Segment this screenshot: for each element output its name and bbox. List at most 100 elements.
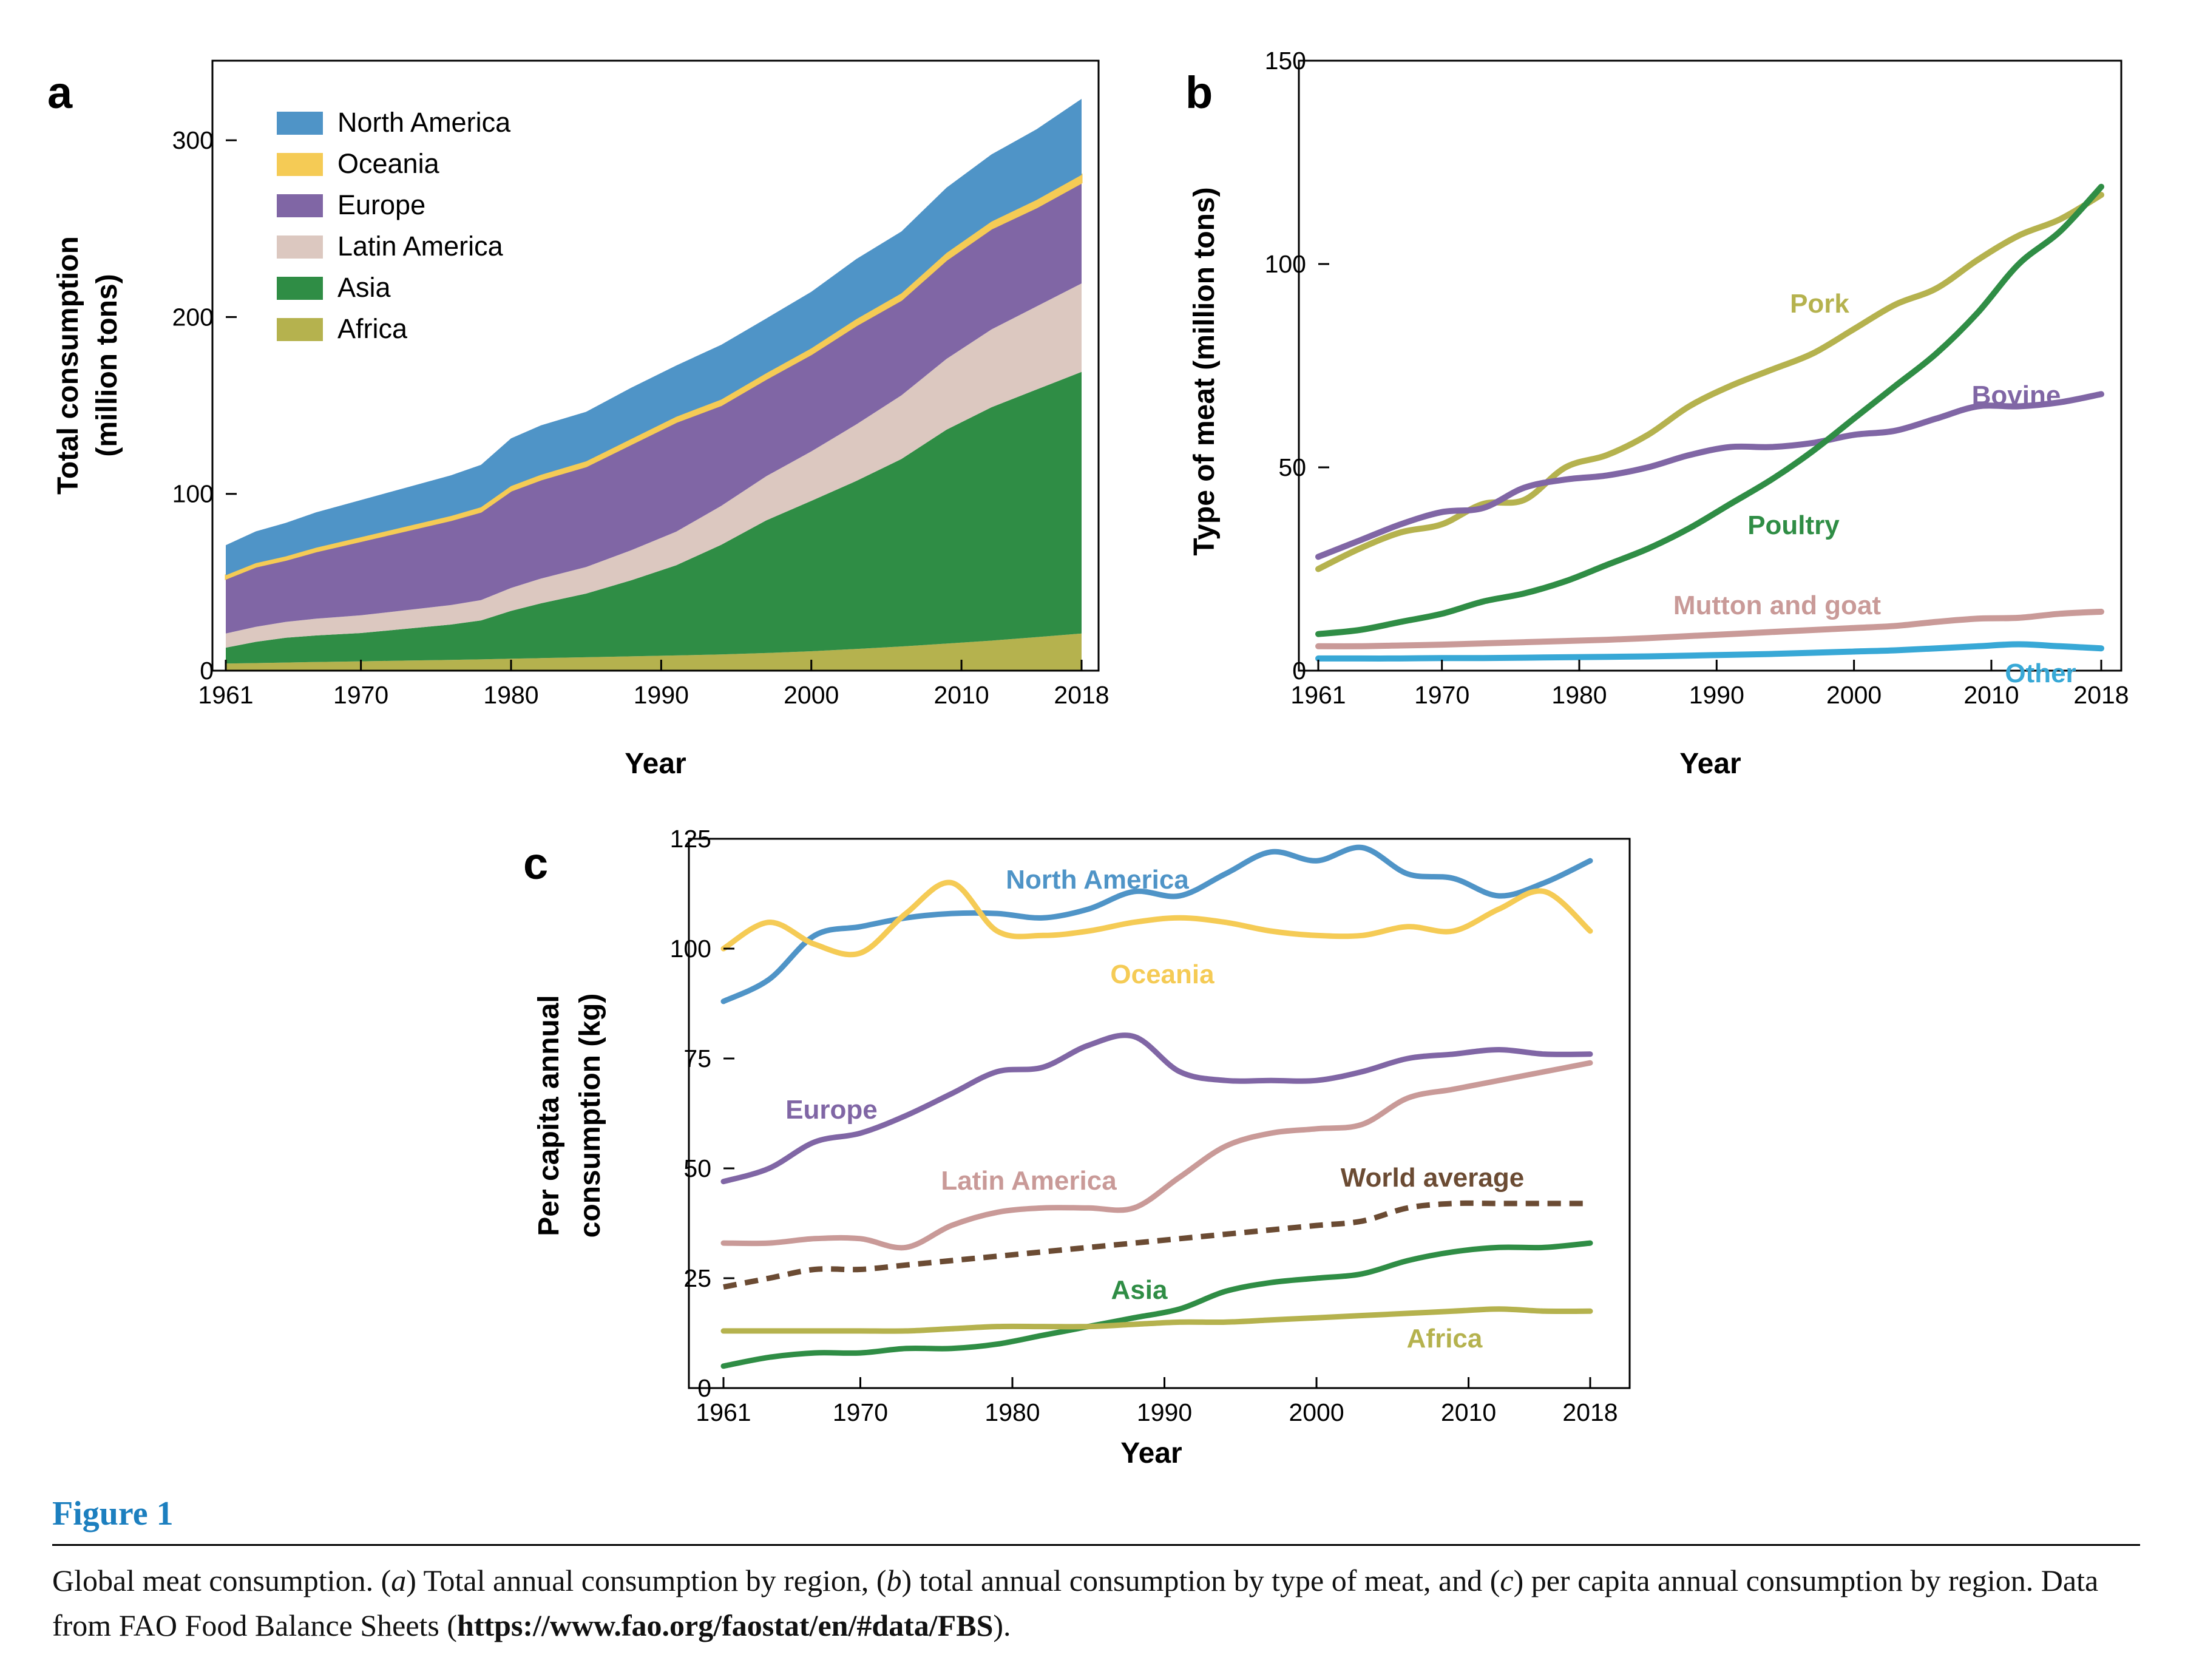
legend-swatch-africa [277,318,323,341]
line-latin-america [720,1060,1593,1251]
panel-c-x-tick-label: 1961 [696,1398,751,1426]
panel-a-letter: a [47,67,73,118]
area-asia [226,371,1082,664]
caption-rule [52,1544,2140,1546]
caption-ref-c: c [1500,1563,1514,1597]
panel-a-y-tick-label: 0 [200,657,214,685]
panel-b-x-tick-label: 1980 [1551,681,1607,709]
legend-swatch-europe [277,194,323,217]
legend-swatch-latin-america [277,235,323,259]
caption-source-link[interactable]: https://www.fao.org/faostat/en/#data/FBS [457,1608,994,1642]
panel-b-y-tick-label: 150 [1265,47,1306,75]
line-oceania [720,879,1593,958]
panel-c-x-tick-label: 1990 [1137,1398,1192,1426]
panel-b-x-tick-label: 1961 [1290,681,1346,709]
line-asia [720,1240,1593,1369]
legend-swatch-oceania [277,153,323,176]
panel-c-y-tick-label: 100 [670,935,711,963]
caption-part-a: ) Total annual consumption by region, ( [406,1563,887,1597]
panel-c-y-ticks: 0 25 50 75 100 125 [670,825,734,1402]
panel-a-x-tick-label: 2010 [933,681,989,709]
panel-c-plot-frame [688,838,1631,1389]
panel-b-y-tick-label: 100 [1265,250,1306,278]
label-europe: Europe [785,1095,878,1125]
panel-a-y-axis-title-line2: (million tons) [91,274,123,456]
panel-a-x-tick-label: 1980 [483,681,538,709]
panel-c-y-axis-title-line1: Per capita annual [533,995,565,1236]
panel-a-y-tick-label: 200 [172,303,214,331]
panel-a-x-tick-label: 1961 [198,681,253,709]
panel-b-lines [1315,183,2104,662]
panel-b-plot-frame [1298,59,2122,672]
panel-c-y-tick-label: 0 [697,1374,711,1402]
panel-b-x-tick-label: 2018 [2073,681,2129,709]
line-africa [720,1306,1593,1334]
panel-c: c 1961 1970 1980 1990 2000 2010 2018 0 25 50 75 10… [523,825,1631,1469]
legend-label-africa: Africa [337,313,408,344]
panel-b-y-ticks: 0 50 100 150 [1265,47,1329,685]
panel-c-x-tick-label: 2018 [1562,1398,1618,1426]
label-other: Other [2005,659,2076,688]
panel-c-x-tick-label: 2010 [1441,1398,1496,1426]
area-oceania [225,173,1083,580]
panel-a-y-ticks: 0 100 200 300 [172,126,237,685]
panel-c-series-labels: North America Oceania Europe Latin America W… [785,865,1524,1353]
caption-ref-a: a [391,1563,407,1597]
label-bovine: Bovine [1972,381,2061,410]
panel-c-y-axis-title-line2: consumption (kg) [574,994,606,1238]
panel-b-x-tick-label: 2000 [1826,681,1882,709]
panel-a-y-tick-label: 100 [172,480,214,508]
panel-b-x-tick-label: 1990 [1689,681,1744,709]
legend-label-asia: Asia [337,272,391,303]
panel-a-x-axis-title: Year [625,748,686,780]
panel-b-x-ticks: 1961 1970 1980 1990 2000 2010 2018 [1290,660,2129,709]
panel-a-plot-frame [211,59,1100,672]
caption-part-c: ) per capita annual consumption by regio… [52,1563,2099,1642]
panel-b-y-axis-title: Type of meat (million tons) [1188,187,1221,555]
area-europe [226,183,1082,634]
area-north-america [226,98,1082,575]
panel-a-x-tick-label: 2000 [784,681,839,709]
panel-b-y-tick-label: 50 [1278,453,1306,481]
legend-label-oceania: Oceania [337,148,440,179]
panel-b-y-tick-label: 0 [1292,657,1306,685]
line-world-average [723,1200,1590,1290]
panel-a: a 1961 1970 1980 1990 2000 2010 2018 0 100 200 30… [47,59,1109,780]
panel-c-letter: c [523,838,548,889]
legend-label-north-america: North America [337,107,511,138]
caption-tail: ). [993,1608,1011,1642]
panel-c-x-tick-label: 1970 [833,1398,888,1426]
figure-label: Figure 1 [52,1495,174,1533]
panel-a-x-ticks: 1961 1970 1980 1990 2000 2010 2018 [198,660,1109,709]
panel-a-legend: North America Oceania Europe Latin America A… [277,107,511,344]
figure-caption: Global meat consumption. (a) Total annua… [52,1558,2140,1648]
label-pork: Pork [1790,289,1849,319]
panel-c-x-tick-label: 1980 [984,1398,1040,1426]
panel-b-x-tick-label: 2010 [1963,681,2019,709]
line-mutton-and-goat [1315,608,2104,649]
panel-b-x-tick-label: 1970 [1414,681,1469,709]
panel-a-y-axis-title-line1: Total consumption [52,236,84,495]
panel-c-x-tick-label: 2000 [1289,1398,1344,1426]
area-africa [226,633,1082,671]
label-poultry: Poultry [1747,510,1840,540]
panel-c-lines [720,844,1593,1369]
panel-c-y-tick-label: 125 [670,825,711,853]
label-world-average: World average [1341,1163,1524,1193]
line-europe [720,1032,1593,1185]
legend-swatch-asia [277,277,323,300]
label-oceania: Oceania [1110,960,1214,989]
panel-b-series-labels: Pork Bovine Poultry Mutton and goat Other [1673,289,2076,688]
legend-label-europe: Europe [337,189,425,220]
panel-a-x-tick-label: 1990 [634,681,689,709]
panel-b-x-axis-title: Year [1679,748,1741,780]
figure-caption-block: Figure 1 Global meat consumption. (a) To… [52,1494,2140,1648]
caption-lead: Global meat consumption. ( [52,1563,391,1597]
panel-c-x-axis-title: Year [1120,1437,1182,1469]
panel-c-y-tick-label: 25 [683,1264,711,1292]
line-other [1315,641,2104,662]
line-pork [1315,192,2104,572]
panel-a-x-tick-label: 1970 [333,681,388,709]
panel-c-y-tick-label: 75 [683,1045,711,1072]
